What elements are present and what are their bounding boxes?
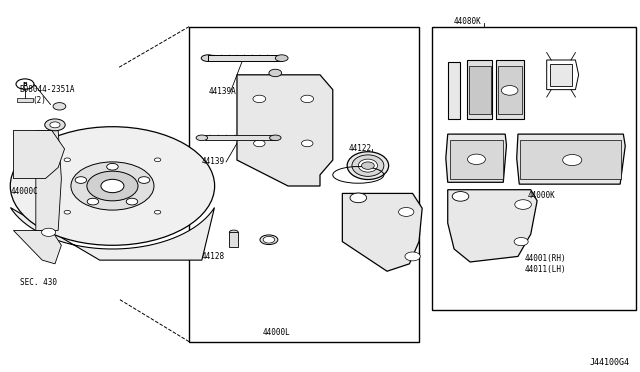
- Ellipse shape: [260, 235, 278, 244]
- Circle shape: [42, 228, 56, 236]
- Text: 44139: 44139: [202, 157, 225, 166]
- Circle shape: [75, 177, 86, 183]
- Ellipse shape: [347, 152, 388, 180]
- Ellipse shape: [358, 159, 378, 172]
- Ellipse shape: [201, 55, 215, 61]
- Ellipse shape: [196, 135, 207, 141]
- Circle shape: [405, 252, 420, 261]
- Circle shape: [269, 69, 282, 77]
- Ellipse shape: [275, 55, 288, 61]
- Polygon shape: [237, 75, 333, 186]
- Circle shape: [154, 210, 161, 214]
- Polygon shape: [516, 134, 625, 184]
- Text: 44139A: 44139A: [208, 87, 236, 96]
- Circle shape: [64, 158, 70, 162]
- Text: 44001(RH): 44001(RH): [524, 254, 566, 263]
- Circle shape: [16, 79, 34, 89]
- Bar: [189, 27, 419, 341]
- Circle shape: [45, 119, 65, 131]
- Text: 44000K: 44000K: [527, 191, 556, 200]
- Polygon shape: [520, 140, 621, 179]
- Bar: [208, 55, 282, 61]
- Bar: [205, 135, 275, 140]
- Circle shape: [452, 192, 468, 201]
- Text: B: B: [22, 81, 28, 87]
- Polygon shape: [36, 131, 61, 231]
- Bar: [432, 27, 636, 310]
- Polygon shape: [448, 62, 461, 119]
- Text: 44122: 44122: [349, 144, 372, 153]
- Circle shape: [501, 86, 518, 95]
- Polygon shape: [550, 64, 572, 86]
- Circle shape: [71, 162, 154, 210]
- Circle shape: [301, 95, 314, 103]
- Circle shape: [362, 162, 374, 169]
- Circle shape: [350, 193, 367, 203]
- Circle shape: [253, 140, 265, 147]
- Circle shape: [87, 171, 138, 201]
- Circle shape: [263, 236, 275, 243]
- Circle shape: [87, 198, 99, 205]
- Polygon shape: [450, 140, 503, 179]
- Circle shape: [10, 127, 214, 245]
- Circle shape: [53, 103, 66, 110]
- Polygon shape: [468, 65, 490, 114]
- Text: (2): (2): [33, 96, 47, 105]
- Text: 44128: 44128: [202, 252, 225, 261]
- Polygon shape: [467, 60, 492, 119]
- Circle shape: [253, 95, 266, 103]
- Ellipse shape: [352, 155, 384, 176]
- Circle shape: [514, 237, 528, 246]
- Text: J44100G4: J44100G4: [589, 357, 630, 366]
- Polygon shape: [13, 231, 61, 264]
- Polygon shape: [497, 65, 522, 114]
- Text: 44000C: 44000C: [10, 187, 38, 196]
- Circle shape: [467, 154, 485, 164]
- Circle shape: [301, 140, 313, 147]
- Polygon shape: [448, 190, 537, 262]
- Circle shape: [138, 177, 150, 183]
- Ellipse shape: [269, 135, 281, 141]
- Circle shape: [154, 158, 161, 162]
- Bar: [17, 98, 33, 102]
- Polygon shape: [495, 60, 524, 119]
- Circle shape: [107, 163, 118, 170]
- Text: SEC. 430: SEC. 430: [20, 278, 57, 287]
- Circle shape: [101, 179, 124, 193]
- Bar: [229, 232, 238, 247]
- Polygon shape: [13, 131, 65, 179]
- Polygon shape: [10, 208, 214, 260]
- Text: 44000L: 44000L: [262, 328, 291, 337]
- Circle shape: [126, 198, 138, 205]
- Circle shape: [50, 122, 60, 128]
- Circle shape: [563, 154, 582, 166]
- Polygon shape: [446, 134, 506, 182]
- Text: B08044-2351A: B08044-2351A: [20, 85, 76, 94]
- Circle shape: [515, 200, 531, 209]
- Text: 44011(LH): 44011(LH): [524, 265, 566, 274]
- Polygon shape: [342, 193, 422, 271]
- Ellipse shape: [229, 230, 238, 235]
- Circle shape: [399, 208, 414, 217]
- Circle shape: [64, 210, 70, 214]
- Text: 44080K: 44080K: [454, 17, 482, 26]
